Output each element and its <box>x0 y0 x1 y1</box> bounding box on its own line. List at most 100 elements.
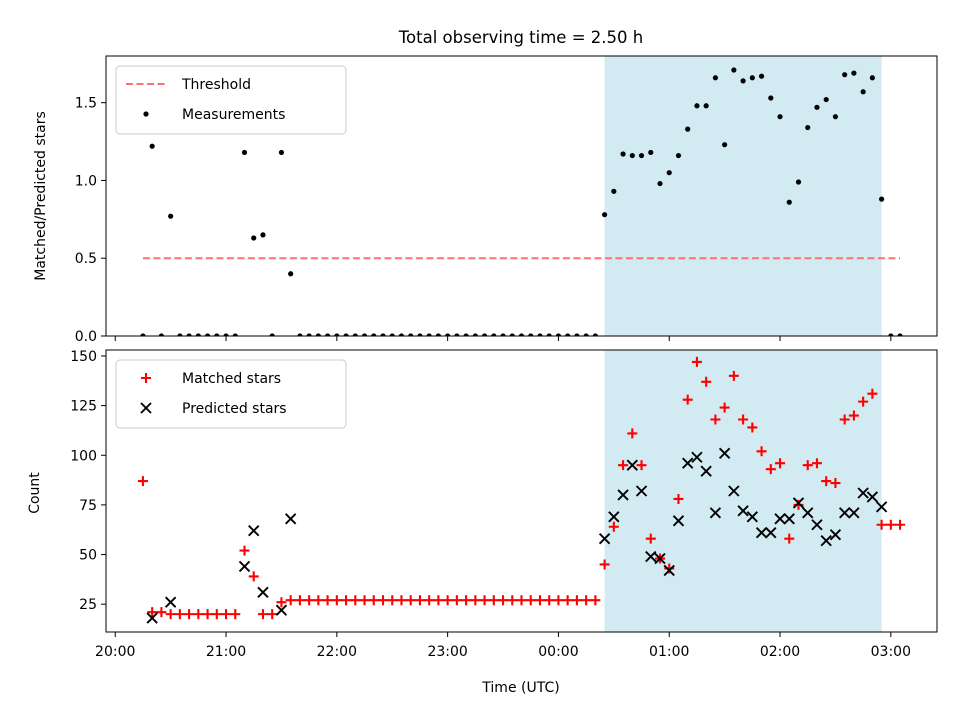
matched-star-point <box>599 559 610 570</box>
matched-star-point <box>350 595 361 606</box>
matched-star-point <box>285 595 296 606</box>
measurement-point <box>214 333 220 336</box>
matched-star-point <box>341 595 352 606</box>
matched-star-point <box>276 597 287 608</box>
predicted-star-point <box>820 534 832 547</box>
matched-star-point <box>691 356 702 367</box>
measurement-point <box>509 333 515 336</box>
measurement-point <box>805 124 811 131</box>
matched-star-point <box>719 402 730 413</box>
measurement-point <box>426 333 432 336</box>
matched-star-point <box>470 595 481 606</box>
matched-star-point <box>387 595 398 606</box>
predicted-star-point <box>783 513 795 525</box>
measurement-point <box>500 333 506 336</box>
predicted-star-point <box>645 550 657 563</box>
x-tick-label: 21:00 <box>206 644 246 660</box>
predicted-star-point <box>709 507 722 519</box>
measurement-point <box>140 333 146 336</box>
measurement-point <box>592 333 598 336</box>
matched-star-point <box>211 609 222 620</box>
matched-star-point <box>793 499 804 510</box>
matched-star-point <box>331 595 342 606</box>
matched-star-point <box>461 595 472 606</box>
matched-star-point <box>257 609 268 620</box>
matched-star-point <box>498 595 509 606</box>
measurement-point <box>786 199 792 205</box>
measurement-point <box>694 103 700 109</box>
matched-star-point <box>765 464 776 475</box>
predicted-star-point <box>257 586 269 598</box>
predicted-star-point <box>654 552 666 565</box>
y-tick-label: 1.5 <box>75 96 97 112</box>
matched-star-point <box>442 595 453 606</box>
data-layer <box>140 67 903 336</box>
measurement-point <box>195 333 201 336</box>
measurement-point <box>879 196 885 202</box>
matched-star-point <box>710 414 721 425</box>
matched-star-point <box>239 545 250 556</box>
matched-star-point <box>516 595 527 606</box>
matched-star-point <box>165 609 176 620</box>
predicted-star-point <box>811 519 823 531</box>
measurement-point <box>860 89 866 95</box>
predicted-star-point <box>792 497 805 509</box>
matched-star-point <box>525 595 536 606</box>
measurement-point <box>629 152 635 159</box>
predicted-star-point <box>700 465 712 477</box>
predicted-star-point <box>857 487 869 499</box>
predicted-star-point <box>663 564 675 577</box>
x-tick-label: 23:00 <box>427 644 467 660</box>
predicted-star-point <box>248 525 260 537</box>
matched-star-point <box>534 595 545 606</box>
predicted-star-point <box>608 511 620 523</box>
count-y-axis-label: Count <box>27 472 43 514</box>
predicted-star-point <box>617 489 629 501</box>
matched-star-point <box>562 595 573 606</box>
measurement-point <box>472 333 478 336</box>
measurement-point <box>675 152 682 159</box>
measurement-point <box>722 142 728 148</box>
measurement-point <box>435 333 441 336</box>
measurement-point <box>223 333 229 336</box>
matched-star-point <box>304 595 315 606</box>
measurement-point <box>408 333 414 336</box>
matched-star-point <box>581 595 592 606</box>
measurement-point <box>454 333 460 336</box>
y-tick-label: 125 <box>70 399 97 415</box>
matched-star-point <box>230 609 241 620</box>
measurement-point <box>823 96 829 103</box>
matched-star-point <box>627 428 638 439</box>
measurement-point <box>371 333 377 336</box>
predicted-star-point <box>635 485 648 497</box>
measurement-point <box>740 78 746 84</box>
matched-star-point <box>608 521 619 532</box>
measurement-point <box>685 126 691 132</box>
legend-label: Predicted stars <box>182 401 287 417</box>
legend-box <box>115 65 347 135</box>
measurement-point <box>657 180 663 187</box>
matched-star-point <box>405 595 416 606</box>
matched-star-point <box>867 388 878 399</box>
measurement-point <box>546 333 552 336</box>
y-tick-label: 150 <box>70 349 97 365</box>
matched-star-point <box>802 460 813 471</box>
legend-label: Matched stars <box>182 371 281 387</box>
matched-star-point <box>202 609 213 620</box>
predicted-star-point <box>164 596 177 608</box>
predicted-star-point <box>838 507 851 519</box>
measurement-point <box>315 333 321 336</box>
ratio-y-axis-label: Matched/Predicted stars <box>33 111 49 281</box>
predicted-star-point <box>755 527 768 539</box>
matched-star-point <box>784 533 795 544</box>
legend-measurement-swatch <box>143 111 149 117</box>
predicted-star-point <box>598 532 611 545</box>
measurement-point <box>334 333 340 336</box>
predicted-star-point <box>691 451 703 463</box>
matched-star-point <box>313 595 324 606</box>
legend-label: Threshold <box>181 77 251 93</box>
predicted-star-point <box>774 513 786 525</box>
measurement-point <box>528 333 534 336</box>
matched-star-point <box>682 394 693 405</box>
